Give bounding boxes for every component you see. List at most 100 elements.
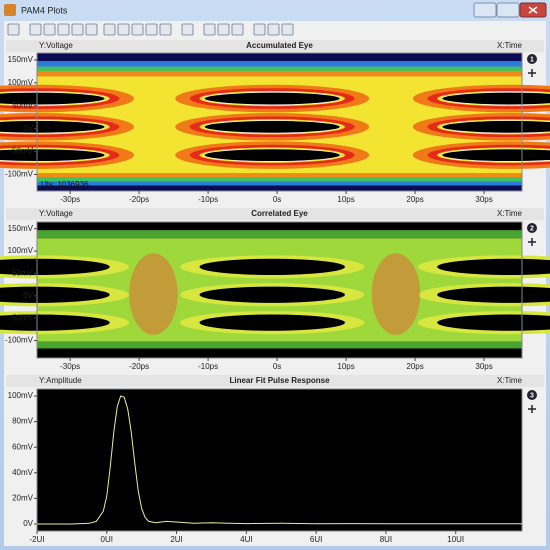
toolbar-button[interactable]: [267, 23, 280, 36]
panel-header: [6, 40, 544, 52]
eye-crossing: [371, 253, 421, 335]
y-tick-label: 100mV: [8, 246, 34, 255]
toolbar-button[interactable]: [281, 23, 294, 36]
y-tick-label: 20mV: [12, 493, 34, 502]
window-title: PAM4 Plots: [21, 5, 68, 15]
y-tick-label: 50mV: [12, 269, 34, 278]
y-axis-label: Y:Voltage: [39, 41, 73, 50]
zoom-button[interactable]: [528, 405, 536, 413]
y-axis-label: Y:Voltage: [39, 209, 73, 218]
eye-opening: [204, 92, 341, 106]
toolbar: [7, 23, 294, 36]
eye-band: [37, 341, 522, 349]
x-tick-label: 2UI: [170, 535, 182, 544]
eye-crossing: [129, 253, 178, 335]
zoom-button[interactable]: [528, 69, 536, 77]
eye-band: [37, 177, 522, 182]
panel-badge: [527, 223, 537, 233]
x-tick-label: 10ps: [337, 195, 354, 204]
x-tick-label: 0UI: [101, 535, 113, 544]
toolbar-button[interactable]: [217, 23, 230, 36]
toolbar-button[interactable]: [159, 23, 172, 36]
y-tick-label: 150mV: [8, 55, 34, 64]
y-tick-label: 0V: [23, 519, 33, 528]
eye-opening: [204, 120, 341, 134]
x-tick-label: -10ps: [198, 195, 218, 204]
x-tick-label: -20ps: [129, 362, 149, 371]
toolbar-button[interactable]: [203, 23, 216, 36]
plot-panel: Y:Voltage Accumulated Eye X:Time 1 150mV 100m…: [0, 40, 550, 204]
x-tick-label: -20ps: [129, 195, 149, 204]
y-tick-label: 80mV: [12, 417, 34, 426]
eye-band: [37, 230, 522, 239]
plot-panel: Y:Amplitude Linear Fit Pulse Response X:Ti…: [6, 375, 544, 544]
eye-band: [37, 61, 522, 67]
eye-band: [37, 185, 522, 191]
app-icon: [4, 4, 16, 16]
eye-band: [37, 70, 522, 77]
toolbar-button[interactable]: [181, 23, 194, 36]
x-tick-label: 10UI: [447, 535, 464, 544]
toolbar-button[interactable]: [231, 23, 244, 36]
plot-title: Accumulated Eye: [246, 41, 313, 50]
toolbar-button[interactable]: [29, 23, 42, 36]
zoom-button[interactable]: [528, 238, 536, 246]
x-axis-label: X:Time: [497, 41, 523, 50]
toolbar-button[interactable]: [43, 23, 56, 36]
y-tick-label: -50mV: [9, 147, 33, 156]
toolbar-button[interactable]: [103, 23, 116, 36]
minimize-button[interactable]: [473, 2, 497, 18]
y-tick-label: 60mV: [12, 442, 34, 451]
x-tick-label: 4UI: [240, 535, 252, 544]
y-tick-label: -100mV: [5, 170, 34, 179]
eye-opening: [0, 314, 110, 331]
panel-badge-label: 2: [530, 225, 534, 232]
x-tick-label: 20ps: [406, 362, 423, 371]
eye-opening: [441, 120, 550, 134]
plot-panel: Y:Voltage Correlated Eye X:Time 2 150mV 100mV…: [0, 208, 550, 371]
eye-opening: [199, 286, 345, 303]
toolbar-button[interactable]: [131, 23, 144, 36]
y-tick-label: 50mV: [12, 101, 34, 110]
eye-band: [37, 181, 522, 186]
toolbar-button[interactable]: [145, 23, 158, 36]
maximize-button[interactable]: [496, 2, 520, 18]
panel-badge: [527, 390, 537, 400]
panel-header: [6, 208, 544, 220]
x-tick-label: 6UI: [310, 535, 322, 544]
y-tick-label: -100mV: [5, 336, 34, 345]
eye-band: [37, 173, 522, 179]
panel-badge-label: 3: [530, 392, 534, 399]
toolbar-button[interactable]: [85, 23, 98, 36]
pulse-line: [37, 395, 523, 525]
eye-band: [37, 53, 522, 62]
plot-border: [36, 52, 523, 192]
y-tick-label: 100mV: [8, 78, 34, 87]
eye-opening: [0, 286, 110, 303]
toolbar-button[interactable]: [253, 23, 266, 36]
y-tick-label: 0V: [23, 124, 33, 133]
toolbar-button[interactable]: [71, 23, 84, 36]
plot-border: [36, 221, 523, 359]
toolbar-button[interactable]: [57, 23, 70, 36]
x-tick-label: -2UI: [29, 535, 44, 544]
panel-header: [6, 375, 544, 387]
x-tick-label: 8UI: [380, 535, 392, 544]
toolbar-button[interactable]: [7, 23, 20, 36]
eye-opening: [441, 148, 550, 162]
x-tick-label: 20ps: [406, 195, 423, 204]
plot-border: [36, 388, 523, 532]
y-axis-label: Y:Amplitude: [39, 376, 82, 385]
eye-opening: [0, 258, 110, 276]
panel-badge: [527, 54, 537, 64]
toolbar-button[interactable]: [117, 23, 130, 36]
y-tick-label: 100mV: [8, 391, 34, 400]
plot-title: Linear Fit Pulse Response: [229, 376, 330, 385]
y-tick-label: 40mV: [12, 468, 34, 477]
y-tick-label: -50mV: [9, 313, 33, 322]
x-axis-label: X:Time: [497, 209, 523, 218]
x-tick-label: 0s: [273, 362, 281, 371]
eye-opening: [199, 314, 345, 331]
